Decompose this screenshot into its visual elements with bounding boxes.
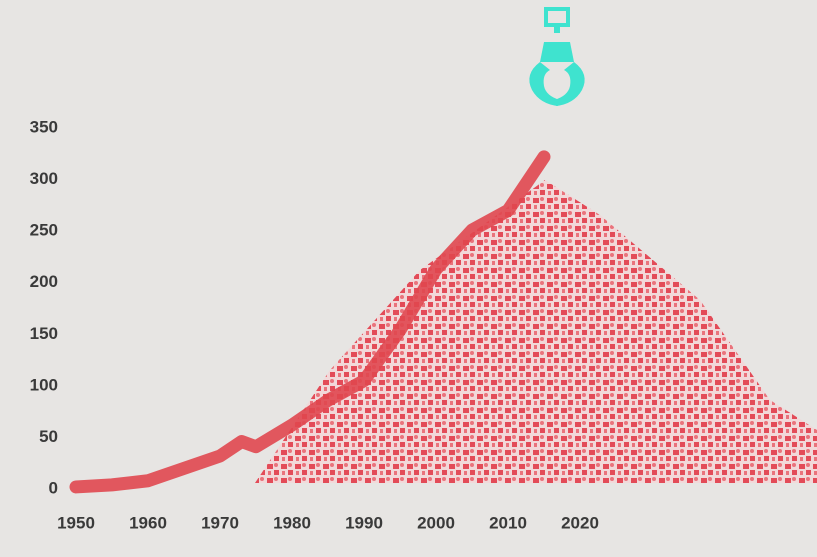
- x-tick-label: 2000: [417, 513, 455, 532]
- y-tick-label: 250: [30, 221, 58, 240]
- x-tick-label: 1970: [201, 513, 239, 532]
- y-tick-label: 300: [30, 169, 58, 188]
- claw-icon: [529, 7, 585, 106]
- x-tick-label: 1980: [273, 513, 311, 532]
- x-tick-label: 1960: [129, 513, 167, 532]
- x-tick-label: 2020: [561, 513, 599, 532]
- x-tick-label: 2010: [489, 513, 527, 532]
- y-tick-label: 50: [39, 427, 58, 446]
- x-tick-label: 1950: [57, 513, 95, 532]
- data-line: [69, 150, 551, 494]
- plastic-pile: [255, 180, 817, 483]
- x-tick-label: 1990: [345, 513, 383, 532]
- y-tick-label: 0: [49, 478, 58, 497]
- y-tick-label: 200: [30, 272, 58, 291]
- y-tick-label: 100: [30, 375, 58, 394]
- y-tick-label: 150: [30, 324, 58, 343]
- y-tick-label: 350: [30, 117, 58, 136]
